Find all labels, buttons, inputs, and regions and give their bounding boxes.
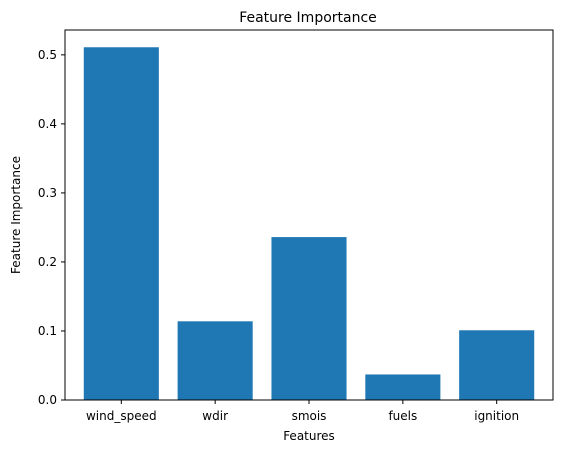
y-tick-label: 0.1: [38, 324, 57, 338]
y-axis-label: Feature Importance: [9, 156, 23, 274]
y-tick-label: 0.3: [38, 186, 57, 200]
x-tick-label: fuels: [388, 409, 417, 423]
y-tick-label: 0.0: [38, 393, 57, 407]
bar-fuels: [365, 374, 441, 400]
y-tick-label: 0.2: [38, 255, 57, 269]
bar-ignition: [459, 330, 535, 400]
y-axis-ticks: 0.0 0.1 0.2 0.3 0.4 0.5: [38, 48, 65, 407]
bar-wind-speed: [83, 47, 159, 401]
bar-wdir: [177, 321, 253, 400]
x-tick-label: ignition: [474, 409, 519, 423]
x-tick-label: wdir: [202, 409, 228, 423]
x-tick-label: wind_speed: [86, 409, 157, 423]
bar-smois: [271, 237, 347, 400]
x-axis-ticks: wind_speed wdir smois fuels ignition: [86, 400, 519, 423]
plot-area: 0.0 0.1 0.2 0.3 0.4 0.5 wind_speed wdir smois fu…: [38, 29, 554, 423]
bars: [83, 47, 535, 401]
y-tick-label: 0.5: [38, 48, 57, 62]
chart-title: Feature Importance: [239, 10, 377, 26]
x-tick-label: smois: [292, 409, 327, 423]
x-axis-label: Features: [283, 429, 335, 443]
y-tick-label: 0.4: [38, 117, 57, 131]
